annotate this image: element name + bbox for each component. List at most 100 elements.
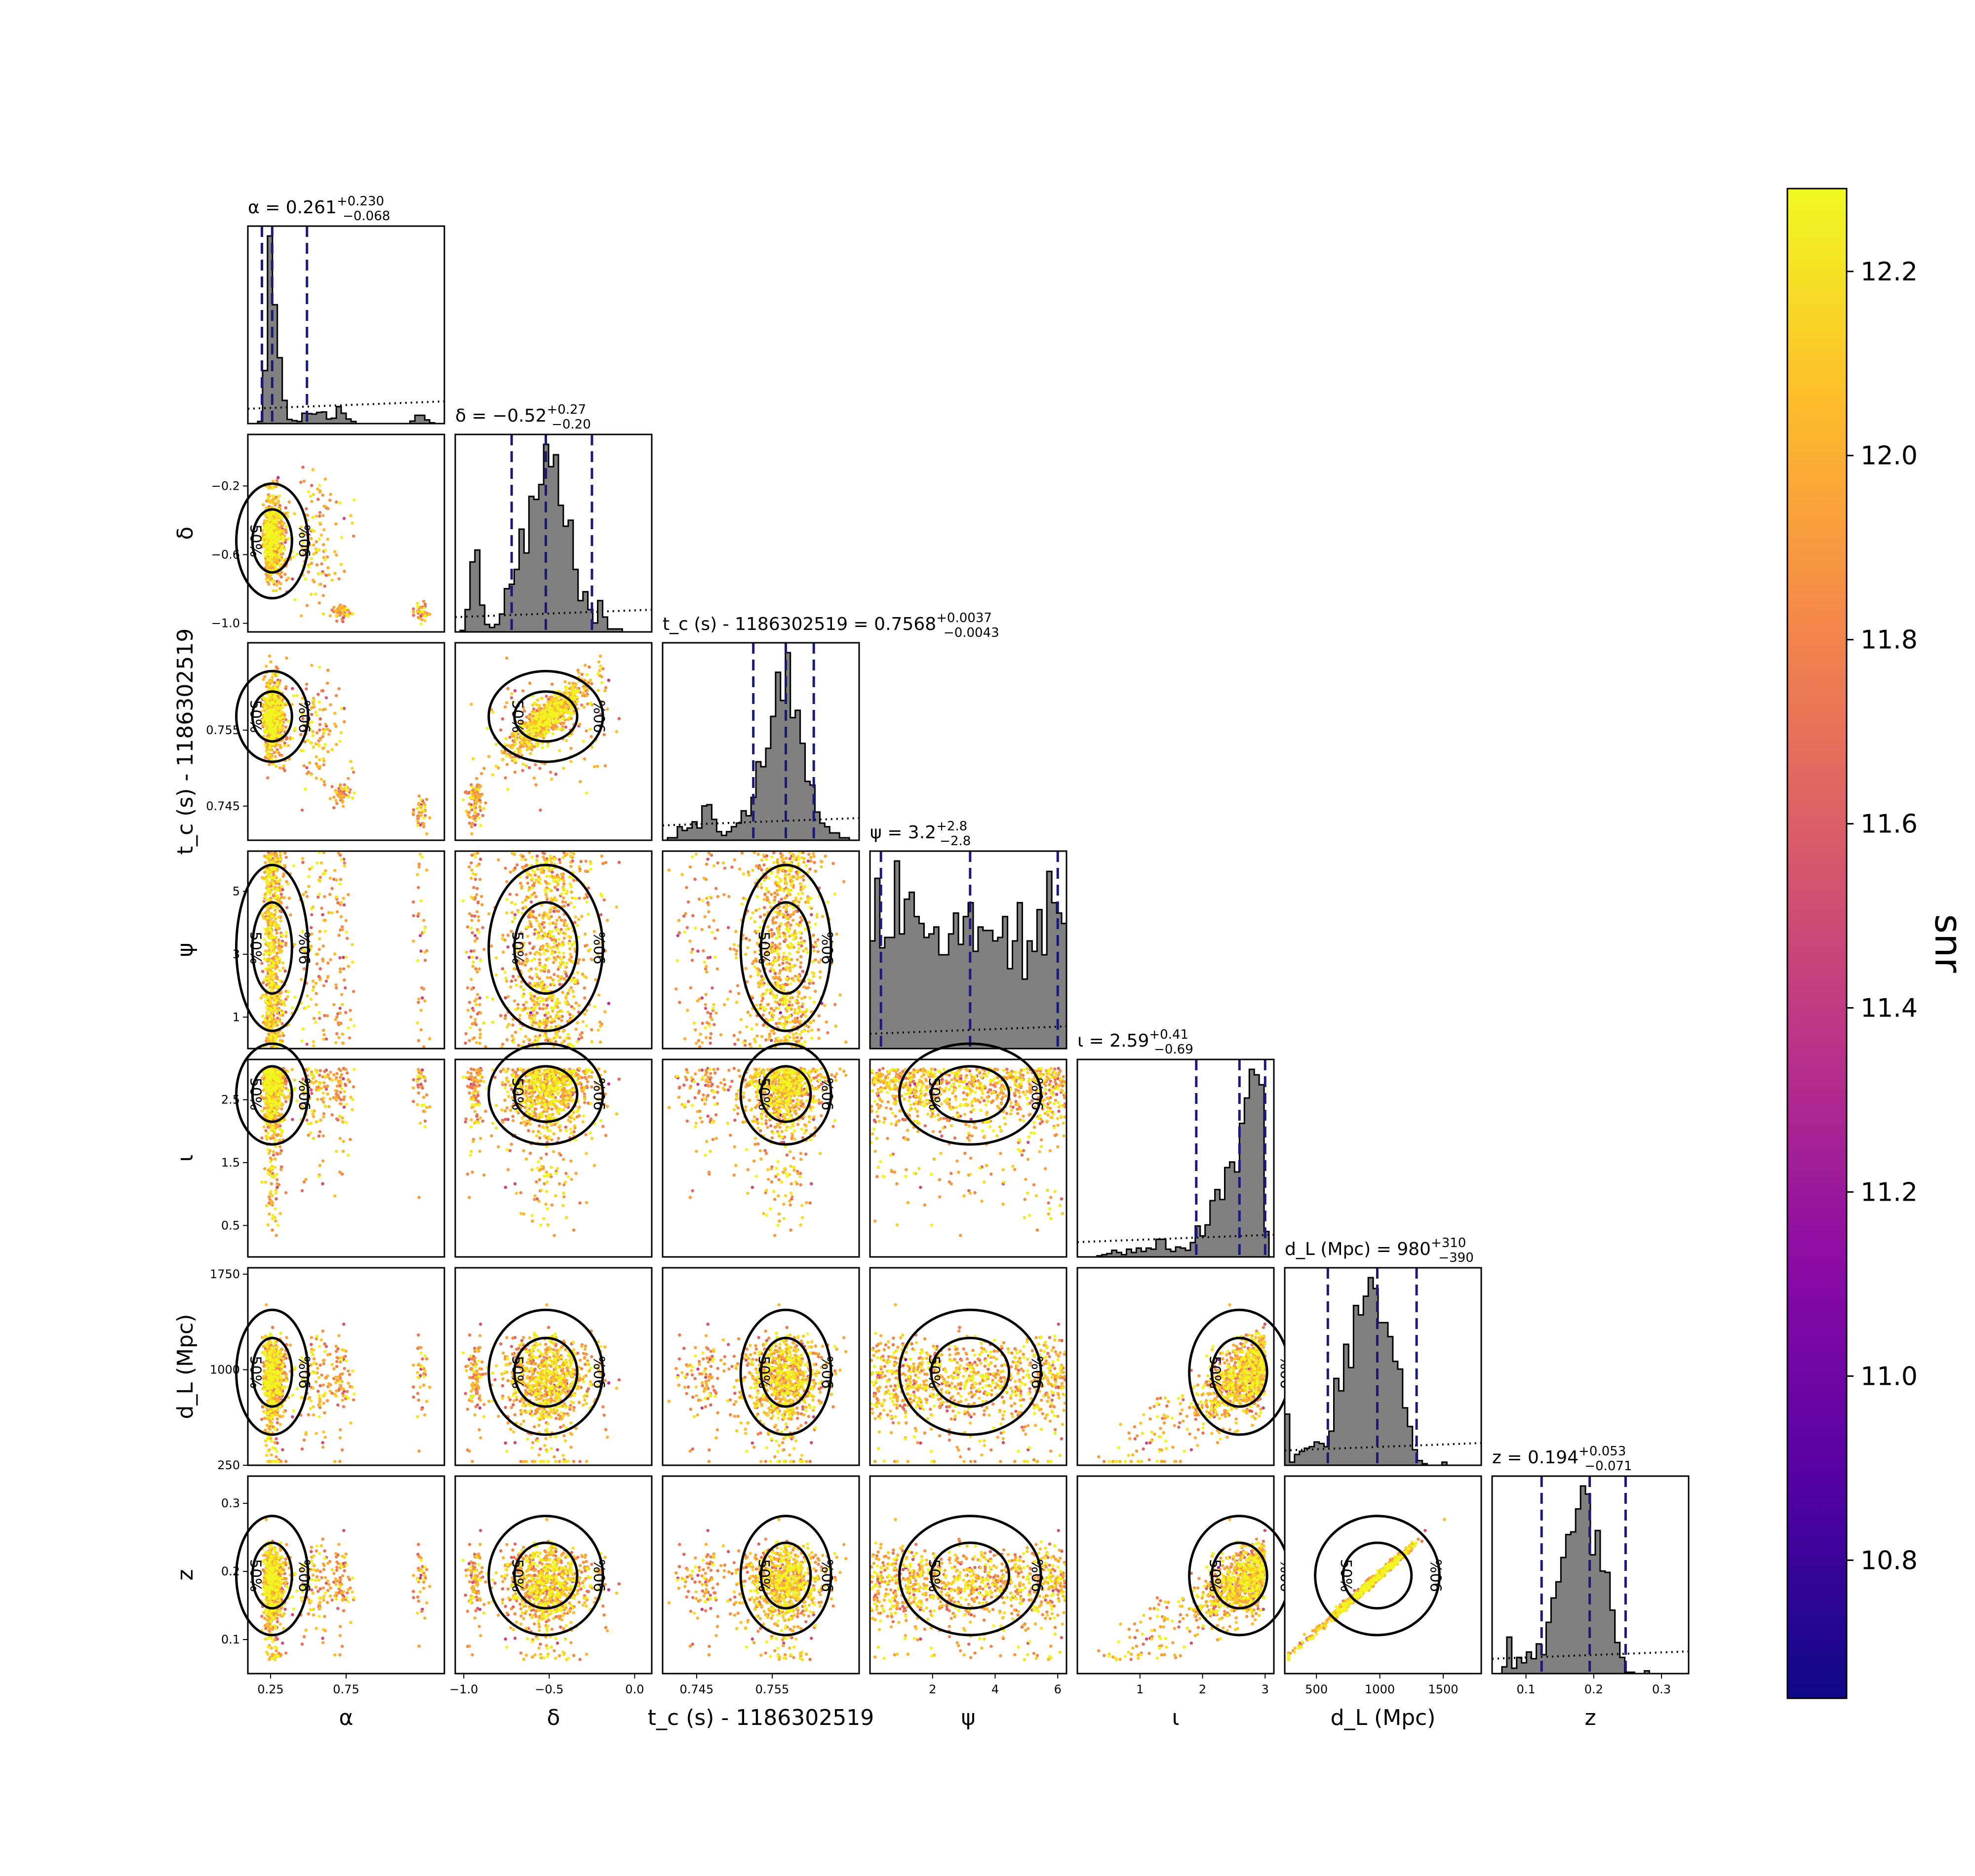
sample-point — [558, 749, 561, 752]
sample-point — [521, 769, 524, 773]
sample-point — [340, 536, 344, 540]
sample-point — [335, 802, 339, 805]
sample-point — [342, 1042, 345, 1045]
sample-point — [314, 742, 318, 746]
sample-point — [318, 514, 321, 518]
sample-point — [278, 573, 282, 577]
sample-point — [480, 772, 483, 776]
sample-point — [332, 606, 336, 609]
sample-point — [276, 476, 280, 479]
sample-point — [428, 816, 432, 820]
sample-point — [539, 808, 542, 812]
sample-point — [562, 721, 566, 725]
sample-point — [295, 694, 299, 697]
sample-point — [321, 944, 325, 948]
sample-point — [353, 791, 356, 795]
sample-point — [529, 752, 532, 755]
sample-point — [307, 490, 311, 494]
sample-point — [424, 958, 427, 962]
sample-point — [319, 778, 323, 781]
panel-title: α = 0.261+0.230 −0.068 — [248, 194, 390, 224]
sample-point — [423, 810, 427, 813]
sample-point — [340, 993, 344, 996]
sample-point — [263, 675, 267, 678]
sample-point — [279, 582, 282, 586]
sample-point — [583, 757, 587, 761]
sample-point — [567, 681, 571, 685]
sample-point — [539, 734, 543, 738]
sample-point — [419, 1028, 423, 1032]
panel-alpha-vs-alpha: α = 0.261+0.230 −0.068 — [247, 194, 445, 425]
sample-point — [527, 715, 531, 718]
sample-point — [266, 754, 270, 758]
sample-point — [422, 599, 426, 603]
sample-point — [338, 784, 342, 788]
sample-point — [337, 577, 341, 581]
sample-point — [333, 550, 337, 553]
sample-point — [549, 702, 552, 706]
sample-point — [570, 684, 574, 688]
sample-point — [324, 505, 327, 508]
sample-point — [277, 938, 280, 942]
sample-point — [321, 913, 324, 917]
sample-point — [569, 714, 573, 718]
sample-point — [318, 490, 322, 494]
sample-point — [323, 783, 326, 786]
sample-point — [352, 534, 356, 538]
sample-point — [561, 725, 564, 728]
sample-point — [337, 687, 341, 691]
sample-point — [522, 743, 526, 747]
sample-point — [293, 727, 297, 730]
sample-point — [343, 783, 346, 786]
sample-point — [323, 729, 327, 733]
sample-point — [334, 983, 338, 987]
sample-point — [334, 1017, 337, 1021]
y-tick-label: 0.745 — [206, 799, 240, 813]
sample-point — [422, 816, 426, 820]
sample-point — [324, 1037, 328, 1041]
sample-point — [273, 735, 276, 739]
sample-point — [283, 547, 286, 551]
sample-point — [284, 525, 288, 528]
sample-point — [324, 574, 328, 577]
sample-point — [329, 493, 332, 496]
sample-point — [318, 875, 322, 879]
sample-point — [309, 495, 313, 498]
sample-point — [338, 1007, 342, 1010]
sample-point — [548, 717, 551, 721]
sample-point — [505, 701, 509, 704]
sample-point — [318, 967, 322, 971]
sample-point — [310, 913, 314, 917]
sample-point — [277, 494, 281, 498]
sample-point — [300, 808, 304, 812]
sample-point — [340, 618, 344, 622]
sample-point — [519, 749, 522, 752]
sample-point — [276, 720, 279, 723]
sample-point — [351, 612, 355, 616]
sample-point — [291, 737, 294, 740]
sample-point — [538, 706, 541, 710]
sample-point — [270, 702, 274, 705]
sample-point — [477, 788, 480, 792]
sample-point — [532, 776, 536, 780]
sample-point — [535, 717, 539, 721]
sample-point — [302, 967, 306, 971]
sample-point — [342, 956, 345, 959]
sample-point — [417, 997, 421, 1001]
sample-point — [569, 760, 573, 763]
sample-point — [282, 764, 285, 768]
sample-point — [412, 914, 415, 918]
sample-point — [527, 746, 530, 750]
sample-point — [501, 758, 504, 762]
sample-point — [275, 589, 278, 592]
sample-point — [516, 747, 520, 751]
sample-point — [576, 690, 580, 693]
sample-point — [418, 805, 422, 809]
sample-point — [267, 529, 270, 533]
sample-point — [349, 760, 353, 763]
sample-point — [329, 958, 332, 962]
sample-point — [268, 695, 271, 699]
sample-point — [417, 811, 421, 815]
sample-point — [318, 665, 321, 669]
